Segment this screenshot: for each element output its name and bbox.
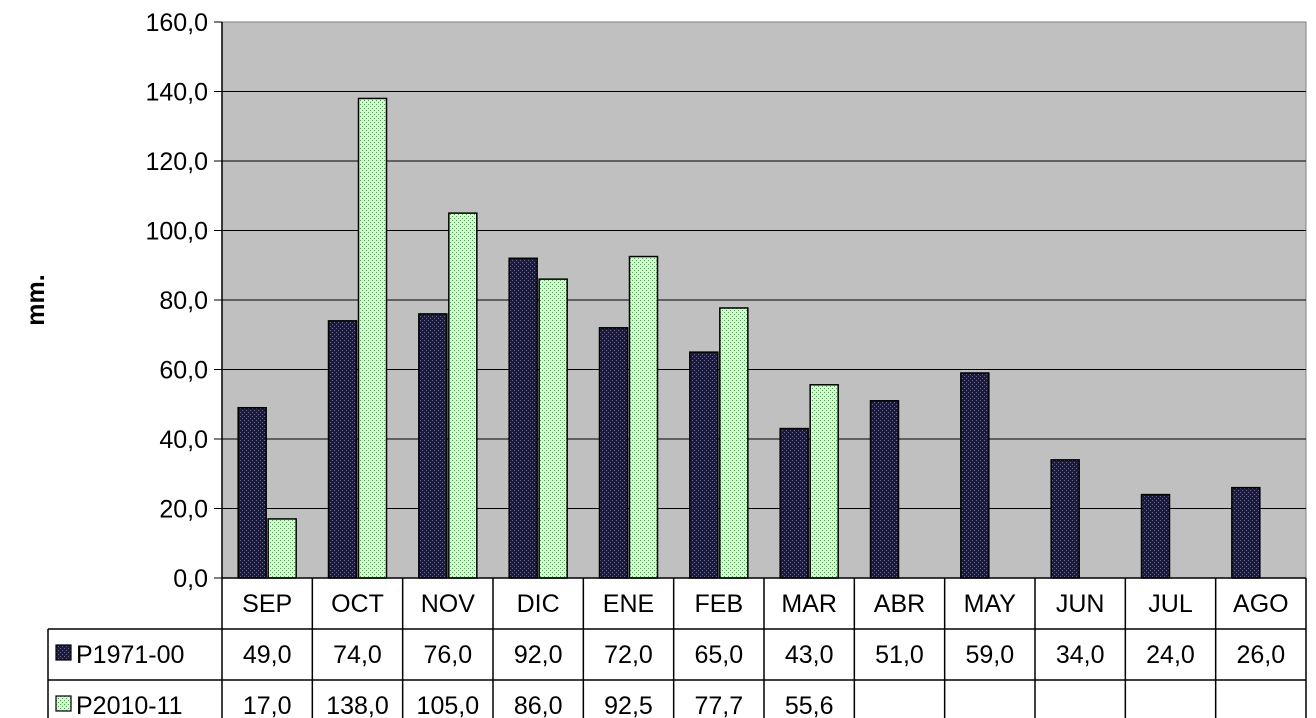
bar-p1971-00: [598, 327, 629, 579]
data-label: 43,0: [785, 641, 834, 669]
data-label: 65,0: [694, 641, 743, 669]
bar-p1971-00: [418, 313, 448, 579]
x-tick-label: OCT: [331, 590, 384, 618]
bar-p2010-11: [538, 278, 568, 579]
x-tick-label: JUL: [1148, 590, 1193, 618]
x-tick-label: ABR: [874, 590, 925, 618]
y-axis-label: mm.: [22, 274, 50, 325]
data-label: 34,0: [1056, 641, 1105, 669]
data-label: 92,5: [604, 692, 653, 718]
data-label: 74,0: [333, 641, 382, 669]
x-tick-label: FEB: [695, 590, 744, 618]
bar-p2010-11: [628, 255, 659, 579]
legend-series-name: P2010-11: [76, 692, 183, 718]
data-table: SEP OCT NOV DIC ENE FEB MAR ABR MAY JUN JUL AGO P197…: [47, 577, 1307, 718]
bar-p2010-11: [448, 212, 478, 579]
bar-p1971-00: [869, 400, 900, 579]
data-label: 86,0: [514, 692, 563, 718]
legend-series-name: P1971-00: [76, 641, 184, 669]
y-tick-label: 0,0: [173, 565, 208, 593]
legend-swatch: [55, 695, 72, 712]
bar-p2010-11: [809, 384, 839, 579]
bar-p1971-00: [237, 406, 267, 579]
y-tick-label: 80,0: [159, 287, 208, 315]
y-tick-label: 140,0: [145, 79, 208, 107]
y-tick-label: 160,0: [145, 9, 208, 37]
bar-p1971-00: [327, 320, 358, 579]
data-label: 17,0: [243, 692, 292, 718]
y-tick-label: 60,0: [159, 357, 208, 385]
x-tick-label: SEP: [242, 590, 292, 618]
data-label: 72,0: [604, 641, 653, 669]
bar-p2010-11: [719, 307, 749, 579]
data-label: 49,0: [243, 641, 292, 669]
x-tick-label: DIC: [517, 590, 560, 618]
bar-p1971-00: [1050, 459, 1080, 579]
y-axis: 0,0 20,0 40,0 60,0 80,0 100,0 120,0 140,0 160,0: [145, 9, 223, 593]
bar-p1971-00: [1140, 493, 1171, 579]
y-tick-label: 20,0: [159, 496, 208, 524]
legend-swatch: [55, 644, 72, 661]
bar-p1971-00: [779, 427, 809, 579]
bar-p2010-11: [357, 97, 388, 579]
y-tick-label: 100,0: [145, 218, 208, 246]
x-tick-label: JUN: [1056, 590, 1105, 618]
data-label: 26,0: [1236, 641, 1285, 669]
data-label: 51,0: [875, 641, 924, 669]
bar-p1971-00: [960, 372, 990, 579]
data-label: 138,0: [326, 692, 389, 718]
data-label: 76,0: [423, 641, 472, 669]
bars: [237, 97, 1261, 579]
data-label: 24,0: [1146, 641, 1195, 669]
x-tick-label: ENE: [603, 590, 654, 618]
x-tick-label: NOV: [421, 590, 476, 618]
x-tick-label: AGO: [1233, 590, 1289, 618]
data-label: 77,7: [694, 692, 743, 718]
bar-p2010-11: [267, 518, 297, 579]
y-tick-label: 40,0: [159, 426, 208, 454]
y-tick-label: 120,0: [145, 148, 208, 176]
data-label: 55,6: [785, 692, 834, 718]
data-label: 92,0: [514, 641, 563, 669]
bar-p1971-00: [689, 351, 719, 579]
data-label: 59,0: [965, 641, 1014, 669]
data-label: 105,0: [417, 692, 480, 718]
x-tick-label: MAR: [781, 590, 837, 618]
x-tick-label: MAY: [964, 590, 1017, 618]
bar-p1971-00: [1231, 486, 1261, 579]
gridlines: [222, 91, 1306, 509]
bar-p1971-00: [508, 257, 538, 579]
